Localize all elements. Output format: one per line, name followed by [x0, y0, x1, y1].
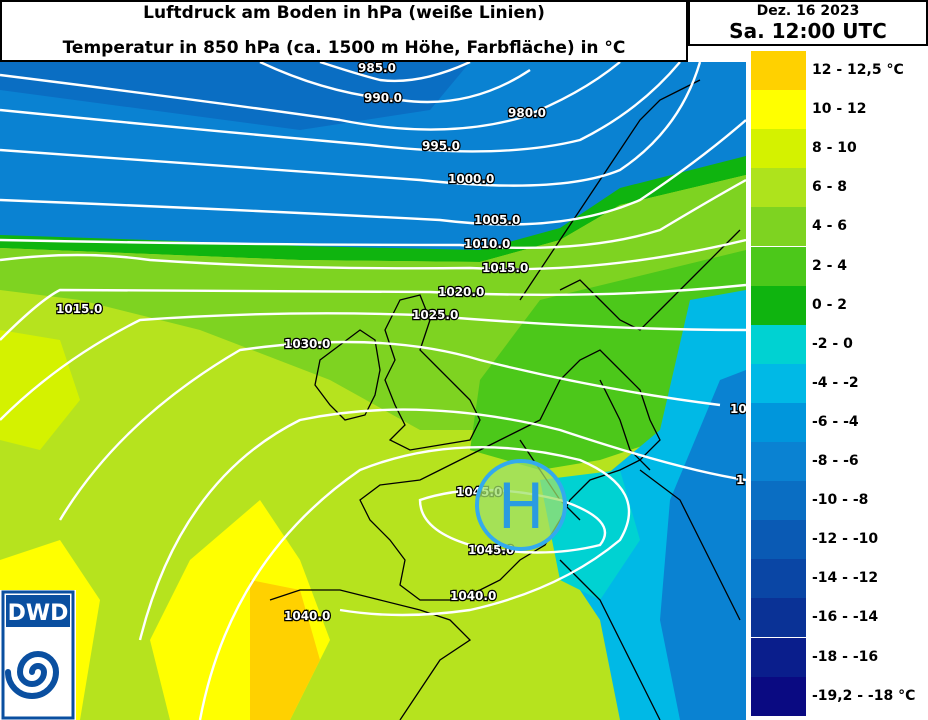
legend-label: 0 - 2: [812, 296, 848, 313]
legend-swatch: [751, 285, 806, 325]
coastlines: [269, 79, 741, 720]
isobar-1020: [0, 283, 746, 341]
high-pressure-symbol: H: [498, 470, 545, 543]
map-time: Sa. 12:00 UTC: [729, 19, 887, 43]
legend-swatch: [751, 363, 806, 403]
legend-swatch: [751, 51, 806, 90]
legend-label: -18 - -16: [812, 648, 879, 665]
isobar-label: 1000.0: [448, 172, 494, 186]
isobar-label: 990.0: [364, 91, 402, 105]
map-date-box: Dez. 16 2023 Sa. 12:00 UTC: [688, 0, 928, 46]
logo-text: DWD: [8, 601, 69, 626]
legend-label: 4 - 6: [812, 218, 848, 235]
legend-label: -2 - 0: [812, 335, 853, 352]
iberia-coast: [269, 589, 472, 720]
legend-swatch: [751, 246, 806, 286]
legend-label: 2 - 4: [812, 257, 848, 274]
legend-swatch: [751, 207, 806, 247]
baltic-coast: [559, 229, 741, 331]
isobar-1025: [0, 312, 746, 421]
isobar-1005: [0, 119, 746, 226]
isobar-1010: [0, 178, 746, 250]
legend-label: -6 - -4: [812, 413, 859, 430]
legend-label: 8 - 10: [812, 140, 857, 157]
temperature-field-0-2-band: [0, 156, 746, 262]
legend-label: -8 - -6: [812, 453, 859, 469]
isobar-label: 1030.0: [284, 337, 330, 351]
legend-swatch: [751, 129, 806, 169]
map-title-line-1: Luftdruck am Boden in hPa (weiße Linien): [143, 3, 545, 23]
balkans-border: [639, 469, 741, 621]
legend-swatch: [751, 442, 806, 481]
isobar-label: 995.0: [422, 139, 460, 153]
isobar-1035: [138, 408, 746, 641]
legend-swatch: [751, 676, 806, 716]
isobar-label: 1015.0: [482, 261, 528, 275]
logo-swirl-icon: [5, 651, 60, 699]
isobar-1030: [58, 340, 721, 521]
isobar-label: 1020.0: [438, 285, 484, 299]
legend-swatch: [751, 402, 806, 442]
italy-coast: [559, 559, 661, 720]
ireland-outline: [314, 329, 381, 421]
temperature-field-12: [250, 580, 320, 720]
temperature-field-colder-north: [0, 62, 470, 130]
isobar-label: 1005.0: [474, 213, 520, 227]
legend-label: -4 - -2: [812, 374, 859, 391]
isobar-1040: [198, 445, 631, 720]
isobar-1000: [0, 62, 702, 187]
isobar-label: 1040.0: [284, 609, 330, 623]
isobar-1015: [0, 238, 746, 271]
legend-swatch: [751, 324, 806, 364]
great-britain-outline: [384, 294, 481, 451]
isobar-label: 1010.0: [464, 237, 510, 251]
legend-label: -10 - -8: [812, 492, 869, 509]
high-pressure-center: H: [475, 459, 567, 551]
legend-label: 10 - 12: [812, 101, 867, 118]
dwd-logo-graphic: DWD: [1, 590, 75, 720]
legend-swatch: [751, 637, 806, 677]
isobar-label: 10: [730, 402, 747, 416]
isobar-985: [319, 62, 471, 83]
legend-label: -14 - -12: [812, 570, 879, 587]
map-title-box: Luftdruck am Boden in hPa (weiße Linien)…: [0, 0, 688, 62]
isobar-label: 1040.0: [450, 589, 496, 603]
legend-label: 6 - 8: [812, 179, 848, 196]
dwd-logo: DWD: [0, 590, 76, 720]
legend-swatch: [751, 598, 806, 638]
high-pressure-circle: [475, 459, 567, 551]
legend-label: -12 - -10: [812, 531, 879, 548]
legend-label: -19,2 - -18 °C: [812, 687, 916, 704]
isobar-995: [0, 62, 681, 153]
legend-swatch: [751, 90, 806, 130]
inner-border-2: [599, 379, 651, 471]
isobar-990: [259, 62, 531, 104]
isobar-label: 985.0: [358, 61, 396, 75]
legend-swatch: [751, 520, 806, 560]
legend-swatch: [751, 559, 806, 599]
isobar-label: 1: [736, 473, 744, 487]
isobar-label: 980.0: [508, 106, 546, 120]
legend-label: 12 - 12,5 °C: [812, 62, 904, 78]
map-date: Dez. 16 2023: [756, 3, 860, 19]
logo-banner: [6, 595, 70, 627]
continental-europe-outline: [359, 349, 661, 601]
legend-swatch: [751, 168, 806, 208]
map-title-line-2: Temperatur in 850 hPa (ca. 1500 m Höhe, …: [62, 38, 626, 58]
isobars: [0, 62, 746, 720]
temperature-legend: 12 - 12,5 °C 10 - 12 8 - 10 6 - 8 4 - 6 2 - 4…: [746, 46, 928, 720]
legend-label: -16 - -14: [812, 609, 879, 626]
isobar-label: 1025.0: [412, 308, 458, 322]
temperature-field-8-10-west: [0, 330, 80, 450]
isobar-980: [0, 62, 621, 131]
isobar-label: 1015.0: [56, 302, 102, 316]
legend-swatch: [751, 481, 806, 521]
norway-coast: [519, 79, 701, 301]
